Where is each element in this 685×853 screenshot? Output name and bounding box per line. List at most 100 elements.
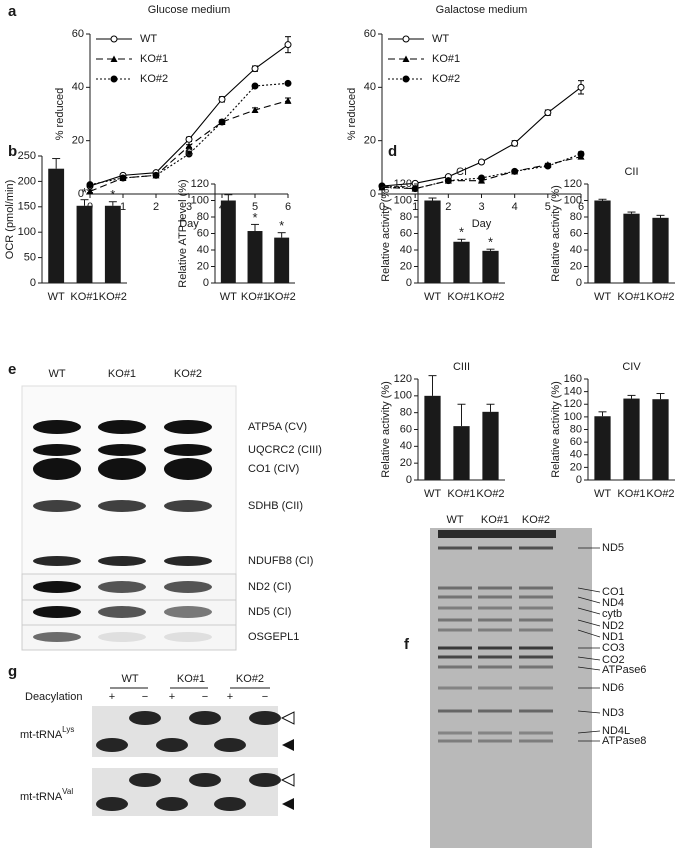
error-bar xyxy=(251,223,259,232)
bar xyxy=(76,205,93,283)
gel-band-label: ND3 xyxy=(602,707,624,719)
leader-line xyxy=(577,666,601,671)
marker xyxy=(378,182,386,190)
blot-band xyxy=(214,738,246,752)
error-bar xyxy=(52,158,61,169)
significance-mark: * xyxy=(110,187,115,202)
x-tick-label: KO#2 xyxy=(476,291,504,303)
blot-band xyxy=(33,632,81,642)
x-tick-label: KO#2 xyxy=(646,488,674,500)
gel-band xyxy=(519,709,553,713)
gel-band-label: ND4 xyxy=(602,597,624,609)
blot-band xyxy=(98,420,146,434)
blot-band xyxy=(164,606,212,618)
x-tick-label: 2 xyxy=(445,201,451,213)
error-bar xyxy=(224,194,233,201)
legend-label: WT xyxy=(140,33,157,45)
condition-sign: + xyxy=(169,691,175,703)
x-tick-label: KO#1 xyxy=(241,291,269,303)
condition-sign: − xyxy=(202,691,208,703)
error-bar xyxy=(656,393,665,400)
x-tick-label: 3 xyxy=(478,201,484,213)
marker xyxy=(86,187,94,195)
marker xyxy=(251,65,259,73)
leader-line xyxy=(577,629,601,638)
gel-band xyxy=(519,595,553,599)
lane-label: KO#2 xyxy=(522,514,550,526)
x-tick-label: 5 xyxy=(252,201,258,213)
blot-band xyxy=(33,500,81,512)
legend-marker xyxy=(402,35,410,43)
gel-band xyxy=(478,546,512,550)
gel-band-label: ND5 xyxy=(602,542,624,554)
legend-label: WT xyxy=(432,33,449,45)
significance-mark: * xyxy=(252,210,257,225)
gel-band xyxy=(438,731,472,735)
legend-label: KO#1 xyxy=(140,53,168,65)
blot-band xyxy=(98,556,146,566)
gel-band xyxy=(519,546,553,550)
y-tick-label: 120 xyxy=(394,178,412,190)
condition-sign: + xyxy=(227,691,233,703)
marker xyxy=(284,79,292,87)
legend-marker xyxy=(402,55,410,62)
x-tick-label: WT xyxy=(594,488,611,500)
y-tick-label: 40 xyxy=(364,81,376,93)
gel-band-label: ND1 xyxy=(602,631,624,643)
blot-band xyxy=(98,500,146,512)
x-axis-label: Day xyxy=(472,218,492,230)
bar xyxy=(594,416,611,480)
blot-band xyxy=(156,738,188,752)
leader-line xyxy=(577,607,601,615)
leader-line xyxy=(577,656,601,661)
x-axis-label: Day xyxy=(179,218,199,230)
gel-band xyxy=(478,628,512,632)
marker xyxy=(185,135,193,143)
blot-row-label: ND5 (CI) xyxy=(248,606,291,618)
blot-row-label: CO1 (CIV) xyxy=(248,463,299,475)
x-tick-label: 1 xyxy=(120,201,126,213)
leader-line xyxy=(577,619,601,627)
legend-marker xyxy=(402,75,410,83)
panel-label: a xyxy=(8,3,17,20)
gel-band xyxy=(478,646,512,650)
blot-band xyxy=(164,458,212,480)
error-bar xyxy=(428,197,437,201)
y-tick-label: 120 xyxy=(564,178,582,190)
gel-band xyxy=(438,686,472,690)
gel-band xyxy=(519,655,553,659)
y-tick-label: 80 xyxy=(197,211,209,223)
error-bar xyxy=(277,232,286,238)
panel-label: g xyxy=(8,663,17,680)
y-tick-label: 0 xyxy=(203,277,209,289)
x-tick-label: KO#1 xyxy=(70,291,98,303)
bar xyxy=(652,399,669,480)
gel-band xyxy=(519,646,553,650)
bar xyxy=(424,200,441,283)
y-tick-label: 0 xyxy=(576,277,582,289)
y-tick-label: 20 xyxy=(570,461,582,473)
y-tick-label: 80 xyxy=(570,211,582,223)
panel-label: b xyxy=(8,143,17,160)
legend-marker xyxy=(110,35,118,43)
x-tick-label: 6 xyxy=(578,201,584,213)
marker xyxy=(152,171,160,179)
condition-sign: + xyxy=(109,691,115,703)
bar xyxy=(652,217,669,283)
marker xyxy=(478,174,485,182)
gel-band-label: CO3 xyxy=(602,642,625,654)
gel-band xyxy=(519,731,553,735)
y-axis-label: Relative ATP level (%) xyxy=(177,179,189,287)
marker xyxy=(251,82,259,90)
lane-label: KO#1 xyxy=(177,673,205,685)
marker xyxy=(511,139,519,147)
bar xyxy=(482,250,499,283)
blot-row-label: UQCRC2 (CIII) xyxy=(248,444,322,456)
blot-band xyxy=(98,606,146,618)
y-tick-label: 40 xyxy=(197,244,209,256)
uncharged-arrow xyxy=(280,773,295,787)
charged-arrow xyxy=(282,739,294,751)
panel-label: e xyxy=(8,361,16,378)
legend-label: KO#2 xyxy=(432,73,460,85)
